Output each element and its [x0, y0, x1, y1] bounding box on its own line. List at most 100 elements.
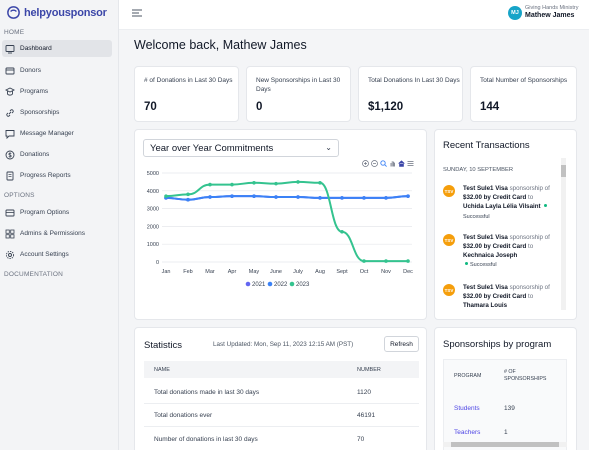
x-tick-label: Apr — [228, 269, 237, 275]
column-header-count: # OF SPONSORSHIPS — [504, 369, 547, 382]
horizontal-scrollbar[interactable] — [443, 442, 567, 447]
data-point-2022 — [406, 194, 410, 198]
sidebar-item-label: Dashboard — [20, 45, 52, 52]
donations-icon — [5, 150, 15, 159]
data-point-2023 — [274, 181, 278, 186]
data-point-2023 — [296, 180, 300, 184]
last-updated-text: Last Updated: Mon, Sep 11, 2023 12:15 AM… — [213, 341, 354, 348]
sponsorships-by-program-card: Sponsorships by program PROGRAM # OF SPO… — [434, 327, 577, 450]
refresh-button[interactable]: Refresh — [384, 336, 419, 352]
data-point-2022 — [340, 196, 344, 200]
chart-select-value: Year over Year Commitments — [150, 142, 274, 154]
statistics-title: Statistics — [144, 340, 183, 351]
admins-icon — [5, 229, 15, 238]
series-line-2023 — [165, 180, 408, 263]
transactions-title: Recent Transactions — [443, 140, 530, 151]
program-link-students[interactable]: Students — [454, 405, 480, 412]
sidebar-item-label: Message Manager — [20, 130, 74, 137]
x-tick-label: Feb — [183, 269, 192, 275]
transaction-avatar: TSV — [443, 234, 455, 246]
hamburger-menu-icon[interactable] — [132, 9, 142, 17]
sidebar-item-account-settings[interactable]: Account Settings — [2, 246, 112, 263]
stat-label: New Sponsorships in Last 30 Days — [256, 77, 341, 93]
sidebar-item-label: Sponsorships — [20, 109, 60, 116]
sidebar-item-label: Donors — [20, 67, 41, 74]
link-icon — [6, 108, 14, 117]
sidebar-item-dashboard[interactable]: Dashboard — [2, 40, 112, 57]
chevron-down-icon: ⌄ — [325, 143, 332, 152]
sidebar-item-program-options[interactable]: Program Options — [2, 204, 112, 221]
sidebar-item-programs[interactable]: Programs — [2, 83, 112, 100]
chart-toolbar — [362, 160, 414, 167]
transaction-text: Test Sule1 Visa sponsorship of $32.00 by… — [463, 284, 550, 309]
legend-marker-2022 — [267, 281, 273, 287]
sidebar-item-progress-reports[interactable]: Progress Reports — [2, 167, 112, 184]
stat-value: 0 — [256, 101, 263, 113]
transaction-avatar: TSV — [443, 284, 455, 296]
data-point-2023 — [186, 192, 190, 197]
x-tick-label: Aug — [315, 269, 325, 275]
sidebar-item-message-manager[interactable]: Message Manager — [2, 125, 112, 142]
y-tick-label: 0 — [156, 260, 159, 266]
x-tick-label: Nov — [381, 269, 391, 275]
transactions-date: SUNDAY, 10 SEPTEMBER — [443, 167, 514, 173]
settings-icon — [5, 250, 15, 259]
top-bar: MJ Giving Hands Ministry Mathew James — [119, 0, 589, 30]
stat-card-new-sponsorships: New Sponsorships in Last 30 Days 0 — [246, 66, 351, 122]
x-tick-label: June — [270, 269, 282, 275]
stat-value: 70 — [144, 101, 157, 113]
zoom-selection-icon[interactable] — [380, 160, 387, 167]
status-badge: Successful — [463, 204, 549, 220]
stat-label: # of Donations in Last 30 Days — [144, 77, 233, 84]
sidebar-item-donors[interactable]: Donors — [2, 62, 112, 79]
reset-home-icon[interactable] — [398, 160, 405, 167]
legend-label: 2021 — [252, 282, 266, 288]
y-tick-label: 3000 — [147, 207, 159, 213]
zoom-in-icon[interactable] — [362, 160, 369, 167]
transaction-text: Test Sule1 Visa sponsorship of $32.00 by… — [463, 234, 550, 268]
program-options-icon — [5, 209, 15, 216]
logo[interactable]: helpyousponsor — [6, 5, 107, 20]
sidebar-item-sponsorships[interactable]: Sponsorships — [2, 104, 112, 121]
program-link-teachers[interactable]: Teachers — [454, 429, 481, 436]
chart-menu-icon[interactable] — [407, 160, 414, 167]
data-point-2023 — [252, 180, 256, 185]
user-avatar[interactable]: MJ — [508, 6, 522, 20]
y-tick-label: 1000 — [147, 242, 159, 248]
data-point-2022 — [230, 194, 234, 198]
data-point-2023 — [406, 259, 410, 263]
x-tick-label: Mar — [205, 269, 215, 275]
sidebar: helpyousponsor HOME Dashboard Donors Pro… — [0, 0, 119, 450]
stat-card-total-donations: Total Donations In Last 30 Days $1,120 — [358, 66, 463, 122]
sponsorships-table: PROGRAM # OF SPONSORSHIPS Students 139 T… — [443, 359, 567, 450]
sidebar-item-label: Donations — [20, 151, 50, 158]
transaction-avatar: TSV — [443, 185, 455, 197]
sidebar-item-label: Programs — [20, 88, 49, 95]
sidebar-item-donations[interactable]: Donations — [2, 146, 112, 163]
zoom-out-icon[interactable] — [371, 160, 378, 167]
stat-value: $1,120 — [368, 101, 404, 113]
donors-icon — [5, 67, 15, 74]
pan-hand-icon[interactable] — [389, 160, 396, 167]
logo-mark-icon — [7, 6, 20, 19]
data-point-2022 — [208, 195, 212, 199]
sidebar-item-admins-permissions[interactable]: Admins & Permissions — [2, 225, 112, 242]
stat-card-donations: # of Donations in Last 30 Days 70 — [134, 66, 239, 122]
message-icon — [5, 129, 15, 139]
column-header-program: PROGRAM — [454, 373, 482, 379]
transactions-scrollbar[interactable] — [561, 158, 566, 310]
recent-transactions-card: Recent Transactions SUNDAY, 10 SEPTEMBER… — [434, 129, 577, 320]
stat-label: Total Number of Sponsorships — [480, 77, 568, 84]
statistics-card: Statistics Last Updated: Mon, Sep 11, 20… — [134, 327, 427, 450]
chart-card: Year over Year Commitments ⌄ 0 1000 2000 30… — [134, 129, 427, 320]
stat-value: 144 — [480, 101, 500, 113]
section-documentation[interactable]: DOCUMENTATION — [4, 271, 64, 278]
logo-text: helpyousponsor — [24, 6, 107, 19]
program-count: 1 — [504, 429, 508, 436]
series-line-2022 — [165, 195, 409, 201]
data-point-2022 — [274, 195, 278, 199]
column-header-number: NUMBER — [357, 367, 381, 373]
data-point-2022 — [186, 197, 190, 202]
user-name[interactable]: Mathew James — [525, 12, 575, 19]
chart-period-select[interactable]: Year over Year Commitments ⌄ — [143, 139, 339, 157]
